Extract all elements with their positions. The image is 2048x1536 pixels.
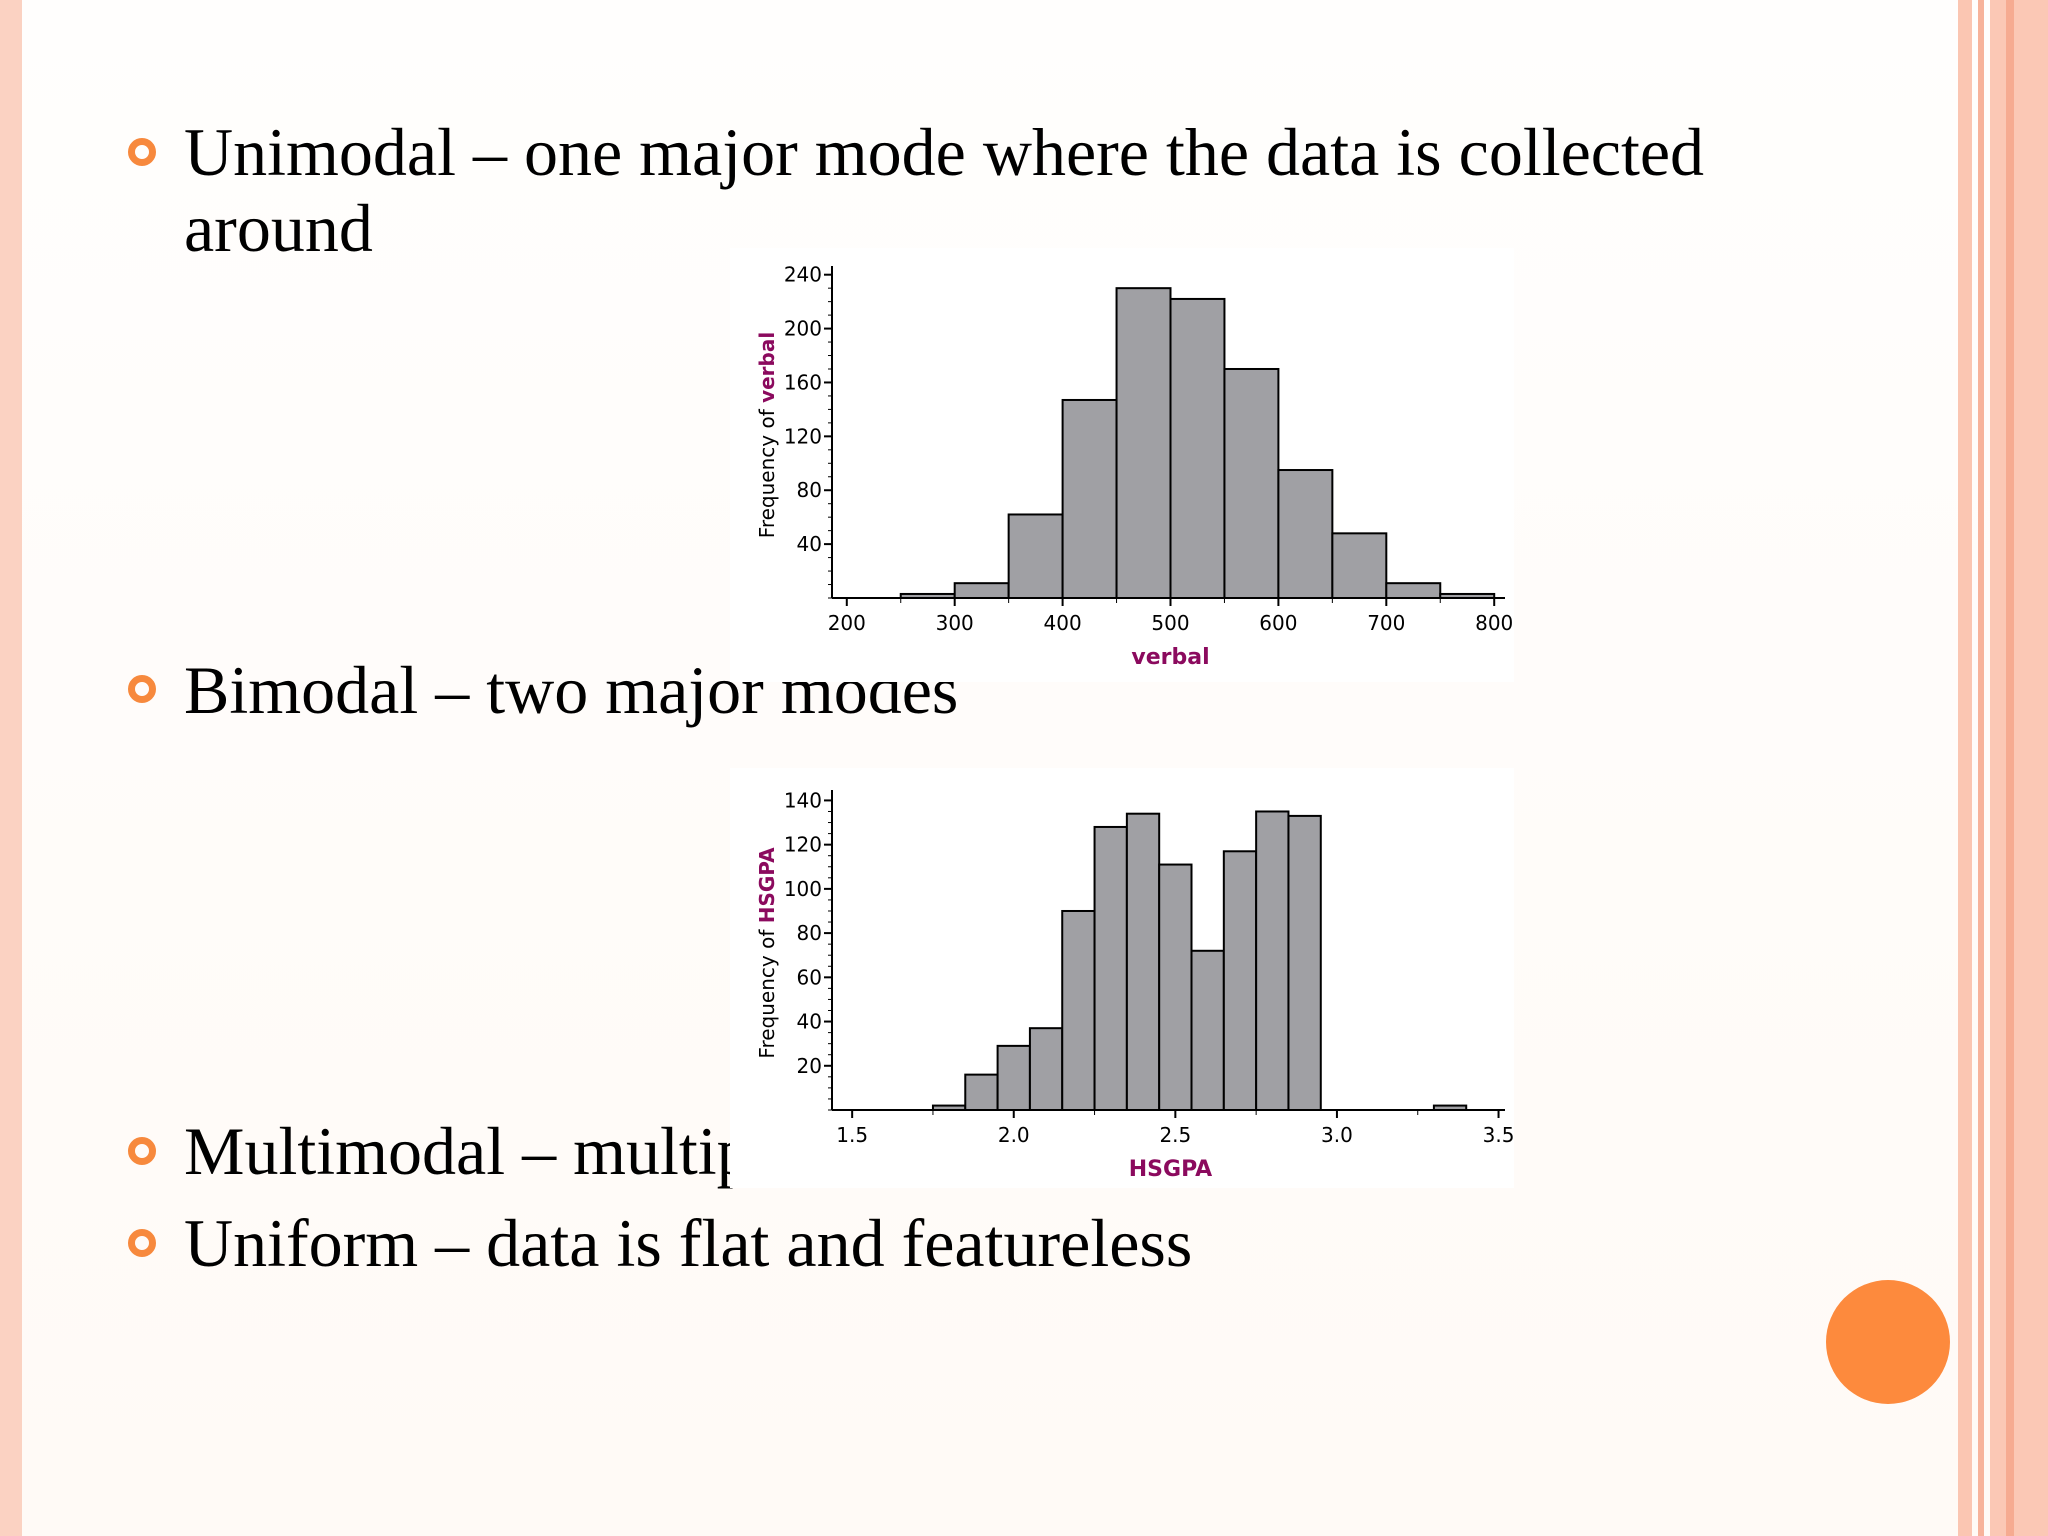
histogram-bar <box>1158 863 1193 1111</box>
x-tick-label: 700 <box>1367 611 1405 635</box>
histogram-bar <box>1385 582 1442 600</box>
y-tick-label: 120 <box>784 424 822 448</box>
y-tick-label: 200 <box>784 317 822 341</box>
histogram-bar <box>1115 287 1172 600</box>
bullet-text-unimodal-cont: around <box>184 190 373 266</box>
y-axis-label: Frequency of HSGPA <box>755 847 779 1059</box>
x-tick-label: 3.5 <box>1483 1123 1514 1147</box>
ring-bullet-icon <box>128 675 156 703</box>
x-tick-label: 1.5 <box>836 1123 868 1147</box>
y-axis-label-prefix: Frequency of <box>755 403 779 538</box>
y-tick-label: 140 <box>784 788 822 812</box>
x-tick-label: 800 <box>1475 611 1513 635</box>
histogram-bar <box>953 582 1010 600</box>
x-axis-label: verbal <box>1131 645 1209 670</box>
y-tick-label: 80 <box>797 478 822 502</box>
bullet-text-uniform: Uniform – data is flat and featureless <box>184 1205 1193 1281</box>
orange-circle-decoration <box>1826 1280 1950 1404</box>
histogram-bar <box>996 1044 1031 1111</box>
histogram-bar <box>1007 513 1064 599</box>
y-axis-label: Frequency of verbal <box>755 332 779 538</box>
ring-bullet-icon <box>128 1137 156 1165</box>
decorative-stripe-wide <box>1990 0 2048 1536</box>
hsgpa-histogram: 204060801001201401.52.02.53.03.54.04.5HS… <box>730 768 1838 1188</box>
bullet-text-multimodal: Multimodal – multip <box>184 1113 751 1189</box>
histogram-bar <box>1190 949 1225 1111</box>
y-tick-label: 120 <box>784 833 822 857</box>
x-axis-label: HSGPA <box>1129 1157 1212 1182</box>
histogram-bar <box>1093 825 1128 1112</box>
decorative-stripe-thin <box>1978 0 1984 1536</box>
y-tick-label: 240 <box>784 263 822 287</box>
x-tick-label: 200 <box>828 611 866 635</box>
histogram-bar <box>964 1073 999 1112</box>
y-tick-label: 80 <box>797 921 822 945</box>
x-tick-label: 3.0 <box>1321 1123 1353 1147</box>
y-axis-label-var: HSGPA <box>755 847 779 923</box>
y-tick-label: 160 <box>784 370 822 394</box>
y-tick-label: 40 <box>797 532 822 556</box>
histogram-bar <box>1277 469 1334 599</box>
histogram-bar <box>1169 297 1226 600</box>
decorative-stripe-left <box>0 0 22 1536</box>
y-tick-label: 100 <box>784 877 822 901</box>
y-tick-label: 40 <box>797 1010 822 1034</box>
histogram-bar <box>1061 909 1096 1111</box>
ring-bullet-icon <box>128 138 156 166</box>
histogram-bar <box>1331 532 1388 599</box>
x-tick-label: 600 <box>1259 611 1297 635</box>
x-tick-label: 400 <box>1044 611 1082 635</box>
verbal-histogram-svg: 40 80 120 160 200 240 200 300 400 500 600 700 800 ver… <box>755 263 1513 670</box>
histogram-bar <box>1028 1027 1064 1112</box>
histogram-bar <box>1223 367 1280 600</box>
y-axis-label-prefix: Frequency of <box>755 923 779 1058</box>
ring-bullet-icon <box>128 1229 156 1257</box>
x-tick-label: 2.5 <box>1159 1123 1191 1147</box>
x-tick-label: 300 <box>936 611 974 635</box>
histogram-bar <box>1061 398 1118 599</box>
x-tick-label: 500 <box>1151 611 1189 635</box>
y-tick-label: 60 <box>797 965 822 989</box>
y-axis-label-var: verbal <box>755 332 779 403</box>
y-tick-label: 20 <box>797 1054 822 1078</box>
x-tick-label: 2.0 <box>998 1123 1030 1147</box>
histogram-bar <box>1222 850 1258 1112</box>
decorative-stripe-outer <box>1958 0 1972 1536</box>
histogram-bar <box>1287 814 1322 1112</box>
bullet-text-unimodal: Unimodal – one major mode where the data… <box>184 114 1705 190</box>
histogram-bar <box>1255 810 1290 1111</box>
hsgpa-histogram-svg: 204060801001201401.52.02.53.03.54.04.5HS… <box>755 788 1838 1182</box>
histogram-bar <box>1125 812 1161 1111</box>
decorative-stripe-inner <box>2006 0 2014 1536</box>
verbal-histogram: 40 80 120 160 200 240 200 300 400 500 600 700 800 ver… <box>730 248 1514 682</box>
